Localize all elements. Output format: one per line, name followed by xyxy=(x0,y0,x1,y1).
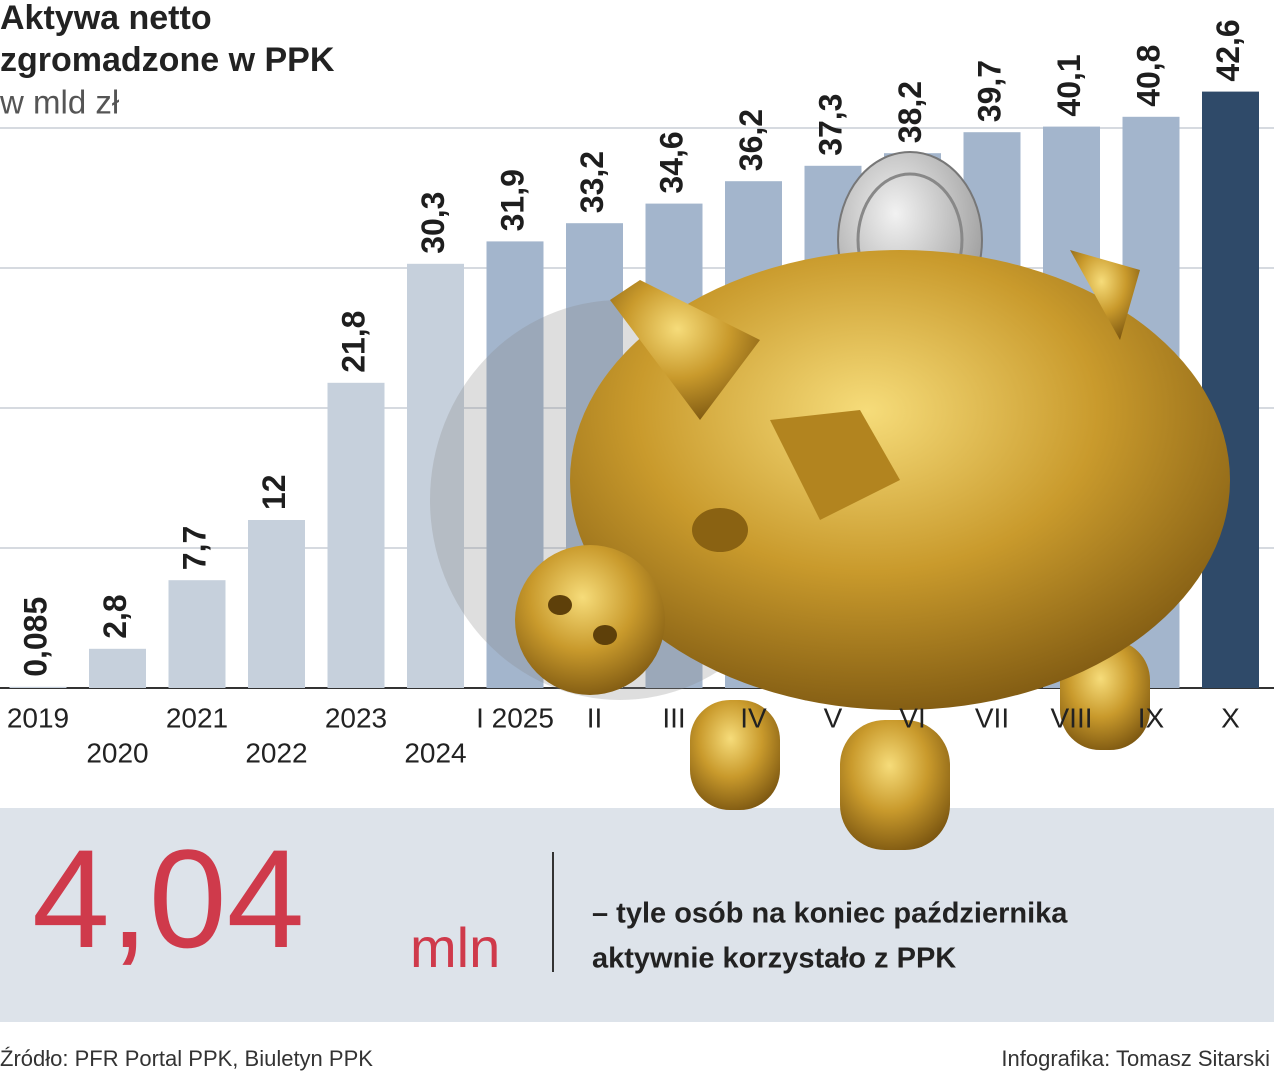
highlight-text: – tyle osób na koniec października xyxy=(592,898,1068,930)
source: Źródło: PFR Portal PPK, Biuletyn PPK xyxy=(0,1046,373,1071)
value-label: 37,3 xyxy=(812,94,848,156)
chart-title: Aktywa netto xyxy=(0,0,212,37)
x-tick-label: 2024 xyxy=(404,737,466,768)
x-tick-label: IX xyxy=(1138,702,1165,733)
value-label: 34,6 xyxy=(653,131,689,193)
value-label: 33,2 xyxy=(574,151,610,213)
value-label: 31,9 xyxy=(494,169,530,231)
highlight-text: aktywnie korzystało z PPK xyxy=(592,943,956,975)
x-tick-label: X xyxy=(1221,702,1240,733)
bar xyxy=(9,686,67,688)
x-tick-label: 2021 xyxy=(166,702,228,733)
value-label: 36,2 xyxy=(733,109,769,171)
value-label: 40,1 xyxy=(1051,54,1087,116)
x-tick-label: III xyxy=(662,702,685,733)
value-label: 7,7 xyxy=(176,526,212,570)
value-label: 0,085 xyxy=(17,597,53,677)
bar xyxy=(327,382,385,688)
bar xyxy=(1202,91,1259,689)
value-label: 40,8 xyxy=(1130,45,1166,107)
highlight-number: 4,04 xyxy=(32,820,304,977)
bar xyxy=(89,648,146,688)
value-label: 42,6 xyxy=(1210,19,1246,81)
x-tick-label: IV xyxy=(740,702,767,733)
x-tick-label: V xyxy=(824,702,843,733)
x-tick-label: VII xyxy=(975,702,1009,733)
piggy-bank xyxy=(430,151,1230,850)
credit: Infografika: Tomasz Sitarski xyxy=(1001,1046,1270,1071)
bar xyxy=(168,580,226,688)
x-tick-label: 2020 xyxy=(86,737,148,768)
chart-subtitle: w mld zł xyxy=(0,84,120,121)
value-label: 21,8 xyxy=(335,311,371,373)
x-tick-label: VIII xyxy=(1050,702,1092,733)
bar xyxy=(407,263,464,688)
value-label: 30,3 xyxy=(415,192,451,254)
chart-title: zgromadzone w PPK xyxy=(0,41,335,79)
x-tick-label: I 2025 xyxy=(476,702,554,733)
x-tick-label: II xyxy=(587,702,603,733)
highlight-panel xyxy=(0,808,1274,1022)
bar xyxy=(248,520,305,688)
highlight-unit: mln xyxy=(410,916,500,979)
x-tick-label: 2022 xyxy=(245,737,307,768)
value-label: 39,7 xyxy=(971,60,1007,122)
x-tick-label: 2023 xyxy=(325,702,387,733)
value-label: 2,8 xyxy=(97,594,133,638)
x-tick-label: VI xyxy=(899,702,925,733)
value-label: 38,2 xyxy=(892,81,928,143)
value-label: 12 xyxy=(256,474,292,510)
x-tick-label: 2019 xyxy=(7,702,69,733)
